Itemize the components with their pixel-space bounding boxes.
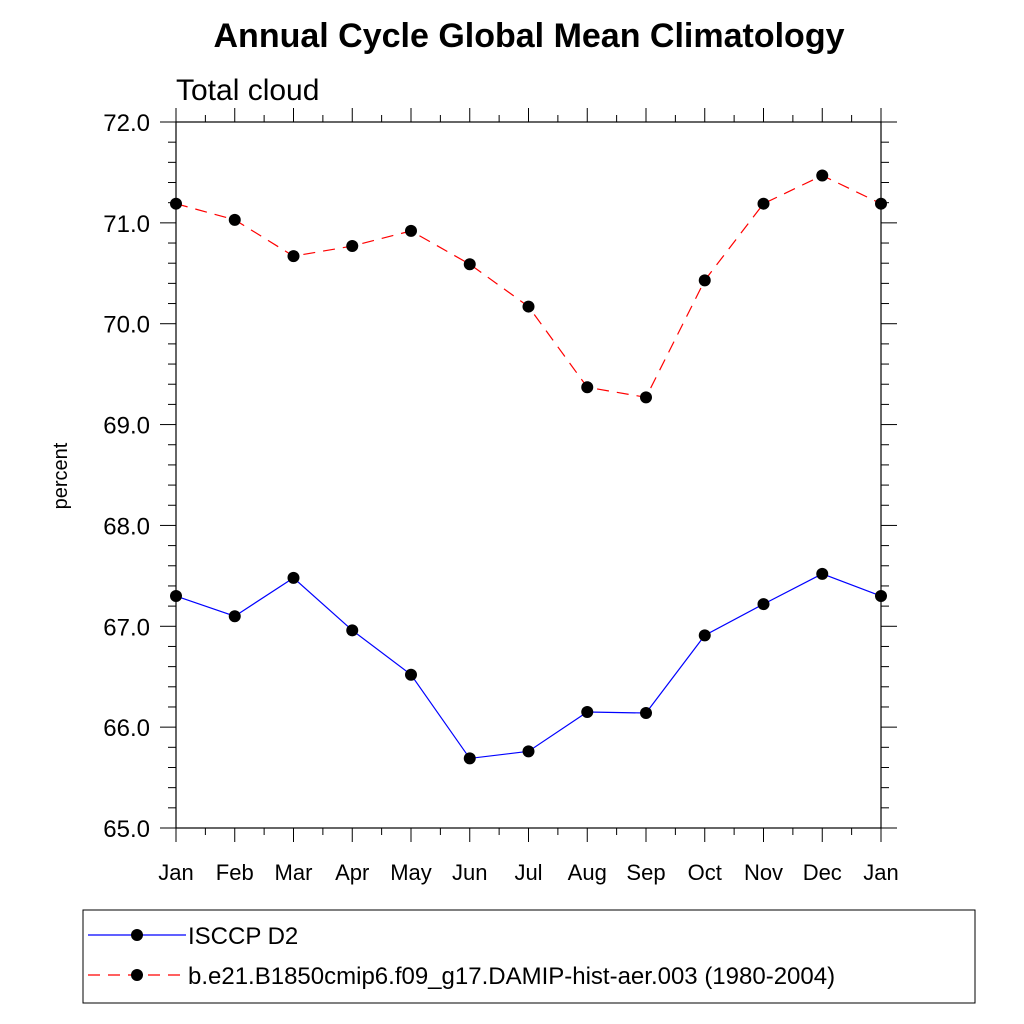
legend-box <box>82 909 976 1004</box>
x-tick-label: Feb <box>216 860 254 885</box>
series-2-point <box>757 197 770 210</box>
x-tick-label: Nov <box>744 860 783 885</box>
legend-label-1: ISCCP D2 <box>188 923 298 950</box>
x-tick-label: Dec <box>803 860 842 885</box>
y-tick-label: 72.0 <box>103 110 150 137</box>
series-1-point <box>287 571 300 584</box>
x-tick-label: Jan <box>863 860 898 885</box>
series-line-2 <box>175 174 882 399</box>
series-2-point <box>228 213 241 226</box>
y-tick-label: 71.0 <box>103 211 150 238</box>
x-tick-label: Sep <box>626 860 665 885</box>
series-1-point <box>522 745 535 758</box>
x-tick-label: Oct <box>688 860 722 885</box>
series-2-point <box>581 381 594 394</box>
y-tick-label: 67.0 <box>103 614 150 641</box>
series-2-point <box>170 197 182 210</box>
series-line-1 <box>175 573 882 760</box>
legend-marker-2 <box>131 969 143 981</box>
y-tick-label: 66.0 <box>103 715 150 742</box>
x-tick-label: Jan <box>158 860 193 885</box>
series-1-point <box>346 624 359 637</box>
series-2-point <box>816 169 829 182</box>
legend-marker-1 <box>131 929 143 941</box>
y-tick-label: 69.0 <box>103 413 150 440</box>
x-tick-label: Apr <box>335 860 369 885</box>
series-1-point <box>405 668 417 681</box>
series-1-point <box>640 707 652 720</box>
series-2-point <box>287 250 300 263</box>
series-1-point <box>875 590 887 603</box>
series-2-point <box>463 258 476 271</box>
series-2-point <box>346 240 359 253</box>
y-tick-label: 68.0 <box>103 513 150 540</box>
series-2-point <box>875 197 887 210</box>
series-1-point <box>170 590 182 603</box>
series-2-point <box>522 300 535 313</box>
axes: 65.0 66.0 67.0 68.0 69.0 70.0 71.0 72.0 Jan Feb Ma… <box>103 108 899 885</box>
series-1-point <box>816 567 829 580</box>
legend-label-2: b.e21.B1850cmip6.f09_g17.DAMIP-hist-aer.… <box>188 963 835 990</box>
x-tick-label: Aug <box>568 860 607 885</box>
x-tick-label: Jul <box>514 860 542 885</box>
x-tick-label: Jun <box>452 860 487 885</box>
series-2-point <box>640 391 652 404</box>
series-1-point <box>698 629 711 642</box>
x-tick-label: May <box>390 860 432 885</box>
chart-subtitle: Total cloud <box>176 74 319 107</box>
series-2-point <box>405 224 417 237</box>
legend: ISCCP D2 b.e21.B1850cmip6.f09_g17.DAMIP-h… <box>88 923 835 990</box>
series-layer <box>170 169 887 765</box>
y-axis-label: percent <box>50 442 72 509</box>
y-tick-label: 65.0 <box>103 816 150 843</box>
series-2-point <box>698 274 711 287</box>
series-1-point <box>757 598 770 611</box>
plot-frame <box>175 121 882 829</box>
series-1-point <box>228 610 241 623</box>
chart-title: Annual Cycle Global Mean Climatology <box>214 17 845 55</box>
x-tick-label: Mar <box>275 860 313 885</box>
y-tick-label: 70.0 <box>103 312 150 339</box>
series-1-point <box>581 706 594 719</box>
series-1-point <box>463 752 476 765</box>
